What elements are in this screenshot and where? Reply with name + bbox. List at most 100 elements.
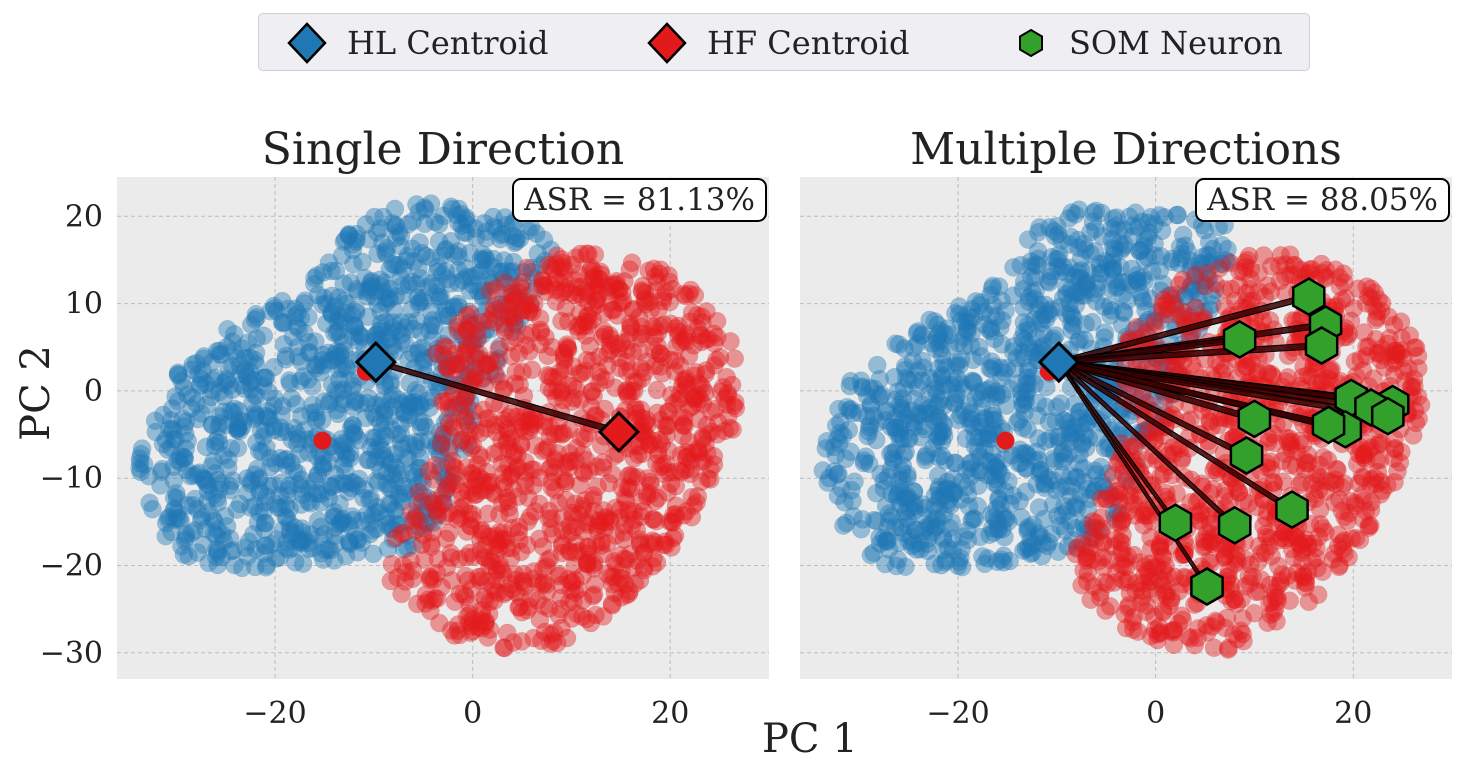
hl-point xyxy=(140,493,159,513)
hf-point xyxy=(586,534,606,554)
hf-point xyxy=(450,499,470,518)
hl-point xyxy=(395,404,415,423)
hf-point xyxy=(472,605,492,625)
hl-point xyxy=(267,301,287,321)
hf-point xyxy=(562,609,582,628)
hl-point xyxy=(405,252,424,271)
hf-point xyxy=(601,293,620,312)
hl-point xyxy=(1045,452,1065,471)
hl-point xyxy=(130,449,150,469)
hl-point xyxy=(460,302,479,322)
hf-point xyxy=(582,381,602,401)
hl-point xyxy=(461,268,481,287)
hl-point xyxy=(348,476,367,496)
hf-point xyxy=(525,294,544,313)
hl-point xyxy=(174,545,194,564)
hl-point xyxy=(131,462,150,482)
hf-point xyxy=(433,493,453,513)
hf-point xyxy=(530,468,549,487)
hf-point xyxy=(704,446,724,466)
hl-point xyxy=(1069,238,1088,257)
hl-point xyxy=(305,355,325,375)
hl-point xyxy=(295,420,314,440)
hf-point xyxy=(1245,603,1264,623)
hf-point xyxy=(492,494,512,513)
hf-point xyxy=(441,548,461,567)
hf-point xyxy=(694,451,714,470)
hl-point xyxy=(190,376,209,396)
hl-point xyxy=(897,486,917,506)
hf-point xyxy=(697,415,717,435)
hl-point xyxy=(528,244,548,263)
hl-centroid-marker xyxy=(354,340,397,384)
hf-point xyxy=(439,358,458,378)
hl-point xyxy=(336,461,355,481)
hf-point xyxy=(442,473,462,493)
hl-point xyxy=(361,489,381,508)
hf-point xyxy=(475,613,495,632)
hf-point xyxy=(536,440,556,459)
hf-point xyxy=(497,488,517,508)
hl-point xyxy=(168,391,188,411)
hl-point xyxy=(958,319,977,338)
hl-point xyxy=(199,553,218,573)
hf-point xyxy=(688,319,707,338)
hf-point xyxy=(485,485,504,504)
hl-point xyxy=(487,218,506,238)
hf-point xyxy=(635,431,654,451)
hf-point xyxy=(494,564,513,583)
hf-point xyxy=(706,399,725,419)
hf-point xyxy=(516,296,535,315)
hl-point xyxy=(1014,272,1034,291)
hl-point xyxy=(428,506,447,526)
hf-point xyxy=(509,598,528,617)
hf-point xyxy=(433,345,453,365)
hl-point xyxy=(239,532,259,551)
hl-point xyxy=(299,492,318,512)
hf-point xyxy=(566,543,586,563)
hf-point xyxy=(649,441,668,460)
hf-point xyxy=(692,307,712,326)
hf-point xyxy=(1341,311,1361,331)
hl-point xyxy=(234,412,253,431)
hl-point xyxy=(184,466,203,485)
hf-point xyxy=(412,535,431,554)
hl-point xyxy=(514,263,534,282)
hl-point xyxy=(270,448,290,468)
hl-point xyxy=(408,439,428,459)
hl-point xyxy=(275,313,294,332)
hf-point xyxy=(551,588,571,608)
hf-point xyxy=(715,389,734,409)
hf-point xyxy=(504,446,523,466)
hl-point xyxy=(315,524,334,544)
hl-point xyxy=(455,390,474,410)
hl-point xyxy=(466,265,485,285)
hl-point xyxy=(319,489,339,508)
hf-point xyxy=(471,611,490,630)
hf-point xyxy=(653,291,672,311)
hl-point xyxy=(311,544,331,563)
hl-point xyxy=(454,223,473,242)
hl-point xyxy=(217,337,237,357)
hl-point xyxy=(259,382,279,402)
hf-point xyxy=(596,509,616,528)
hf-point xyxy=(583,272,602,292)
hf-point xyxy=(670,408,690,427)
hl-point xyxy=(407,503,427,523)
hl-point xyxy=(238,483,257,503)
hl-point xyxy=(336,546,356,566)
hf-point xyxy=(424,470,443,489)
hf-point xyxy=(497,538,517,558)
hf-point xyxy=(583,298,603,317)
hf-point xyxy=(489,523,508,542)
hl-point xyxy=(397,448,416,467)
hf-point xyxy=(514,573,533,592)
hl-point xyxy=(1078,280,1097,299)
hl-point xyxy=(427,262,447,282)
hl-point xyxy=(409,458,428,478)
hl-point xyxy=(277,456,296,475)
hl-point xyxy=(364,404,383,423)
hl-point xyxy=(307,266,327,285)
hl-point xyxy=(303,483,323,503)
hl-point xyxy=(235,379,254,399)
